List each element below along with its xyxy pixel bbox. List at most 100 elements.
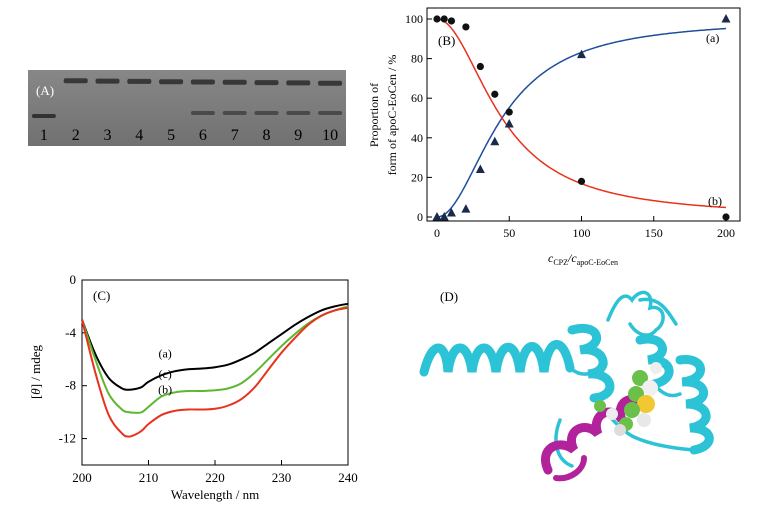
- gel-band-upper: [127, 78, 152, 84]
- gel-band-upper: [286, 80, 311, 86]
- gel-lane-label: 10: [322, 127, 338, 144]
- chart-b-points: [432, 14, 731, 221]
- chart-b-x-tick-label: 100: [573, 226, 591, 240]
- chart-b-ylabel-line1: Proportion of: [367, 83, 381, 147]
- gel-band-upper: [318, 80, 343, 86]
- chart-b-point-circle: [462, 23, 470, 31]
- chart-c-y-tick-label: -12: [59, 431, 76, 446]
- chart-b-point-circle: [577, 177, 586, 185]
- panel-label-c: (C): [93, 288, 110, 303]
- gel-band-lower: [318, 111, 343, 115]
- chart-b-point-circle: [476, 62, 484, 71]
- chart-b-point-circle: [440, 15, 448, 23]
- chart-b-xlabel-c2: /c: [567, 251, 577, 265]
- chart-b: (B) 0 20 40 60 80 100 0 50 100 150 200 (a) (b) Pr…: [367, 7, 741, 267]
- chart-b-x-tick-label: 0: [434, 226, 440, 240]
- ligand-atom: [614, 424, 626, 436]
- chart-b-point-triangle: [577, 49, 586, 59]
- chart-b-xlabel-c1: c: [548, 251, 554, 265]
- chart-b-ylabel-line2: form of apoC-EoCen / %: [385, 55, 399, 176]
- gel-lane-label: 1: [40, 127, 48, 144]
- chart-b-x-tick-label: 50: [503, 226, 515, 240]
- chart-c-series-line: [81, 305, 349, 414]
- chart-b-point-triangle: [439, 212, 449, 221]
- chart-b-xlabel-sub1: CPZ: [553, 258, 568, 267]
- chart-b-point-circle: [491, 90, 499, 98]
- chart-b-y-tick-label: 80: [411, 52, 423, 66]
- chart-b-frame: [426, 7, 741, 222]
- chart-b-point-circle: [722, 213, 730, 221]
- gel-lane-label: 8: [263, 127, 271, 144]
- panel-label-a: (A): [36, 83, 54, 98]
- chart-b-y-tick-label: 0: [417, 210, 423, 224]
- ligand-atom: [606, 408, 618, 420]
- chart-b-y-tick-label: 60: [411, 91, 423, 105]
- ligand-atom: [624, 402, 640, 418]
- chart-c: (C) 0 -4 -8 -12 200 210 220 230 240 (a) (c) (b) W…: [28, 272, 358, 502]
- gel-band-upper: [95, 78, 120, 84]
- chart-b-point-triangle: [461, 204, 471, 213]
- chart-b-point-triangle: [432, 212, 442, 221]
- ligand-atom: [642, 380, 658, 396]
- panel-label-d: (D): [440, 289, 458, 304]
- chart-c-ylabel-theta: θ: [28, 388, 43, 395]
- gel-lane-labels: 1 2 3 4 5 6 7 8 9 10: [40, 127, 338, 144]
- magenta-helix: [541, 395, 649, 482]
- chart-b-x-tick-label: 200: [717, 226, 735, 240]
- chart-c-curves: [81, 302, 349, 438]
- cyan-loops: [554, 290, 696, 468]
- chart-b-y-tick-label: 20: [411, 170, 423, 184]
- gel-lane-label: 2: [72, 127, 80, 144]
- chart-c-y-tick-label: -4: [65, 325, 76, 340]
- gel-band-lower: [31, 114, 56, 118]
- gel-band-upper: [222, 79, 247, 85]
- chart-b-point-circle: [505, 108, 513, 116]
- chart-b-point-triangle: [504, 118, 514, 128]
- chart-c-ylabel-open: [: [28, 395, 43, 399]
- gel-panel: 1 2 3 4 5 6 7 8 9 10 (A): [28, 70, 346, 146]
- gel-lane-label: 4: [135, 127, 143, 144]
- chart-c-x-ticks: 200 210 220 230 240: [72, 460, 358, 485]
- chart-c-x-tick-label: 220: [205, 470, 225, 485]
- gel-band-lower: [222, 111, 247, 115]
- chart-b-point-triangle: [721, 14, 731, 23]
- chart-c-x-tick-label: 240: [338, 470, 358, 485]
- chart-b-xlabel: cCPZ/capoC-EoCen: [548, 251, 618, 267]
- chart-b-x-tick-label: 150: [645, 226, 663, 240]
- chart-c-series-label: (a): [158, 346, 171, 360]
- cyan-helix-center: [567, 323, 674, 403]
- chart-c-x-tick-label: 210: [139, 470, 159, 485]
- gel-bands: [31, 78, 343, 118]
- gel-band-upper: [63, 78, 88, 84]
- gel-lane-label: 5: [167, 127, 175, 144]
- chart-b-point-circle: [447, 17, 456, 25]
- chart-c-frame: [81, 279, 349, 466]
- chart-b-y-ticks: 0 20 40 60 80 100: [405, 12, 432, 224]
- gel-lane-label: 7: [231, 127, 239, 144]
- chart-b-point-triangle: [446, 208, 456, 217]
- chart-b-xlabel-sub2: apoC-EoCen: [577, 258, 618, 267]
- gel-band-lower: [286, 111, 311, 115]
- chart-c-xlabel: Wavelength / nm: [171, 487, 260, 502]
- gel-band-lower: [190, 111, 215, 115]
- chart-c-y-tick-label: -8: [65, 378, 76, 393]
- cyan-helix-long: [419, 340, 575, 377]
- chart-c-series-line: [81, 306, 349, 438]
- gel-lane-label: 6: [199, 127, 207, 144]
- gel-lane-label: 9: [294, 127, 302, 144]
- chart-c-ylabel: [θ] / mdeg: [28, 344, 43, 399]
- ligand-atom: [632, 370, 648, 386]
- chart-b-annotation-a: (a): [706, 31, 719, 45]
- chart-b-point-triangle: [475, 164, 485, 173]
- ligand-atom: [594, 400, 606, 412]
- chart-b-point-circle: [433, 15, 441, 23]
- gel-band-lower: [254, 111, 279, 115]
- ligand-atom: [650, 362, 662, 374]
- protein-structure-illustration: (D): [419, 289, 714, 482]
- chart-b-curves: [436, 18, 727, 218]
- chart-c-x-tick-label: 230: [272, 470, 292, 485]
- chart-b-point-triangle: [490, 136, 500, 146]
- chart-c-series-labels: (a) (c) (b): [158, 346, 172, 396]
- cyan-helix-right: [675, 355, 714, 455]
